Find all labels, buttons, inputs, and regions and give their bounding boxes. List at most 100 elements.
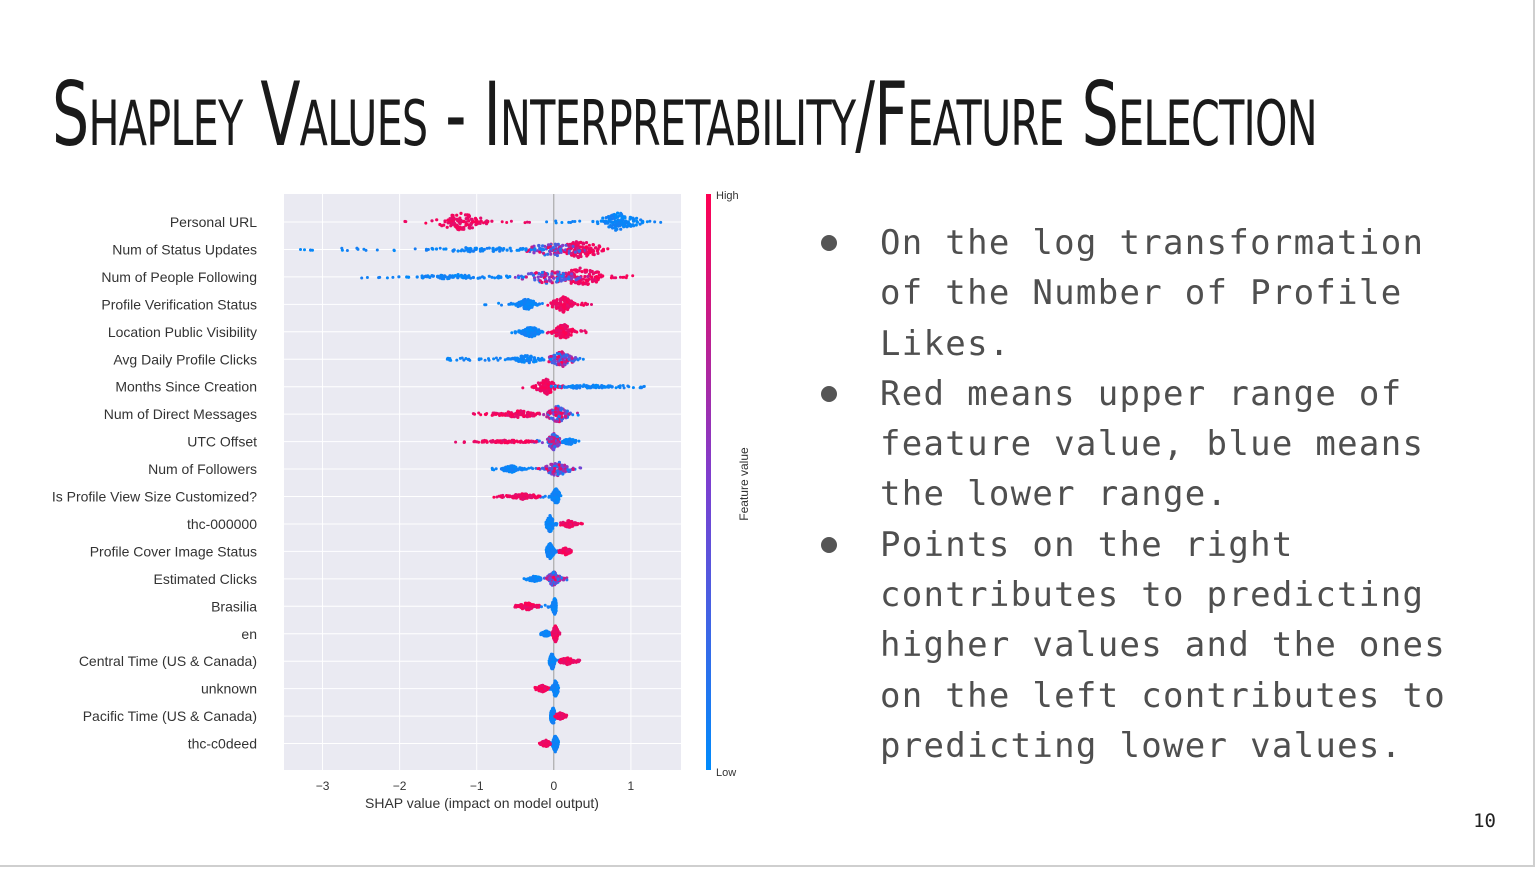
data-point bbox=[536, 275, 540, 279]
data-point bbox=[607, 385, 611, 389]
data-point bbox=[467, 274, 471, 278]
data-point bbox=[557, 352, 561, 356]
data-point bbox=[519, 300, 523, 304]
data-point bbox=[531, 576, 535, 580]
data-point bbox=[624, 224, 628, 228]
data-point bbox=[511, 357, 515, 361]
data-point bbox=[571, 438, 575, 442]
data-point bbox=[509, 357, 513, 361]
data-point bbox=[614, 228, 618, 232]
data-point bbox=[596, 278, 600, 282]
feature-labels: Personal URL Num of Status Updates Num of … bbox=[52, 214, 257, 752]
data-point bbox=[543, 687, 547, 691]
data-point bbox=[549, 330, 553, 334]
data-point bbox=[557, 355, 561, 359]
data-point bbox=[490, 468, 494, 471]
data-point bbox=[552, 662, 556, 666]
data-point bbox=[568, 551, 572, 555]
data-point bbox=[548, 390, 553, 394]
data-point bbox=[439, 273, 443, 277]
data-point bbox=[480, 440, 484, 444]
data-point bbox=[542, 413, 546, 417]
data-point bbox=[356, 247, 360, 251]
data-point bbox=[550, 521, 555, 525]
data-point bbox=[550, 272, 554, 276]
data-point bbox=[516, 409, 520, 413]
data-point bbox=[551, 629, 555, 633]
data-point bbox=[479, 357, 483, 361]
data-point bbox=[479, 413, 483, 417]
data-point bbox=[430, 274, 434, 278]
data-point bbox=[556, 685, 560, 689]
data-point bbox=[579, 466, 583, 470]
data-point bbox=[478, 249, 483, 253]
data-point bbox=[554, 334, 558, 338]
data-point bbox=[521, 275, 525, 279]
data-point bbox=[458, 217, 462, 222]
data-point bbox=[542, 388, 546, 393]
data-point bbox=[543, 494, 547, 498]
data-point bbox=[464, 246, 468, 250]
data-point bbox=[540, 302, 544, 305]
data-point bbox=[579, 254, 583, 259]
feature-label: Brasilia bbox=[211, 598, 257, 614]
data-point bbox=[553, 681, 557, 685]
colorbar-high-label: High bbox=[716, 190, 739, 202]
data-point bbox=[533, 496, 538, 500]
data-point bbox=[505, 274, 509, 278]
data-point bbox=[500, 220, 504, 224]
data-point bbox=[578, 384, 582, 388]
data-point bbox=[541, 466, 545, 470]
data-point bbox=[523, 439, 528, 443]
data-point bbox=[492, 495, 496, 499]
data-point bbox=[497, 246, 501, 250]
data-point bbox=[529, 495, 534, 499]
data-point bbox=[571, 241, 575, 245]
data-point bbox=[616, 224, 620, 228]
data-point bbox=[505, 468, 510, 472]
feature-label: Personal URL bbox=[170, 214, 257, 230]
data-point bbox=[299, 248, 302, 251]
data-point bbox=[616, 211, 620, 215]
data-point bbox=[560, 363, 564, 367]
data-point bbox=[505, 413, 510, 417]
data-point bbox=[562, 385, 566, 389]
data-point bbox=[570, 304, 574, 308]
data-point bbox=[553, 597, 557, 601]
data-point bbox=[584, 245, 589, 249]
gridlines bbox=[284, 194, 681, 770]
data-point bbox=[558, 385, 562, 389]
data-point bbox=[638, 222, 642, 226]
data-point bbox=[575, 270, 579, 274]
bullet-list: On the log transformation of the Number … bbox=[815, 218, 1475, 771]
data-point bbox=[519, 354, 523, 358]
data-point bbox=[604, 216, 608, 220]
data-point bbox=[449, 358, 453, 362]
data-point bbox=[510, 468, 514, 472]
data-point bbox=[499, 467, 503, 471]
data-point bbox=[559, 411, 564, 415]
data-point bbox=[530, 414, 535, 418]
data-point bbox=[547, 360, 551, 364]
data-point bbox=[556, 276, 560, 280]
data-point bbox=[523, 467, 527, 471]
feature-label: Profile Cover Image Status bbox=[90, 543, 257, 559]
bullet-text: On the log transformation of the Number … bbox=[880, 223, 1425, 364]
data-point bbox=[474, 223, 478, 227]
data-point bbox=[560, 350, 564, 354]
data-point bbox=[582, 383, 586, 387]
data-point bbox=[534, 440, 538, 444]
data-point bbox=[526, 300, 531, 304]
data-point bbox=[518, 413, 522, 417]
feature-label: thc-000000 bbox=[187, 516, 257, 532]
data-point bbox=[622, 386, 626, 390]
data-point bbox=[560, 712, 564, 717]
data-point bbox=[565, 353, 569, 357]
data-point bbox=[542, 739, 546, 743]
data-point bbox=[540, 684, 544, 688]
data-point bbox=[450, 213, 454, 217]
data-point bbox=[588, 269, 592, 273]
data-point bbox=[537, 243, 541, 248]
data-point bbox=[552, 547, 556, 551]
data-point bbox=[462, 227, 466, 231]
